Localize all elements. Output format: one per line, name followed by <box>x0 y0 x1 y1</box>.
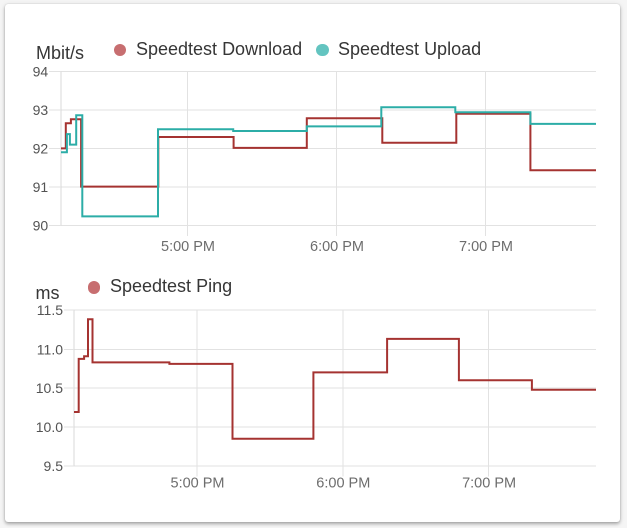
svg-text:5:00 PM: 5:00 PM <box>161 239 215 255</box>
svg-text:10.0: 10.0 <box>36 419 63 435</box>
svg-text:11.5: 11.5 <box>37 302 63 318</box>
svg-text:91: 91 <box>33 179 49 195</box>
svg-text:7:00 PM: 7:00 PM <box>462 476 516 492</box>
svg-text:93: 93 <box>33 102 49 118</box>
svg-text:5:00 PM: 5:00 PM <box>171 476 225 492</box>
svg-text:90: 90 <box>33 218 49 234</box>
svg-text:6:00 PM: 6:00 PM <box>316 476 370 492</box>
svg-text:92: 92 <box>33 141 49 157</box>
svg-text:11.0: 11.0 <box>37 341 63 357</box>
svg-text:6:00 PM: 6:00 PM <box>310 239 364 255</box>
svg-text:7:00 PM: 7:00 PM <box>459 239 513 255</box>
svg-text:94: 94 <box>33 64 49 80</box>
svg-text:9.5: 9.5 <box>44 458 64 474</box>
svg-text:10.5: 10.5 <box>36 380 63 396</box>
